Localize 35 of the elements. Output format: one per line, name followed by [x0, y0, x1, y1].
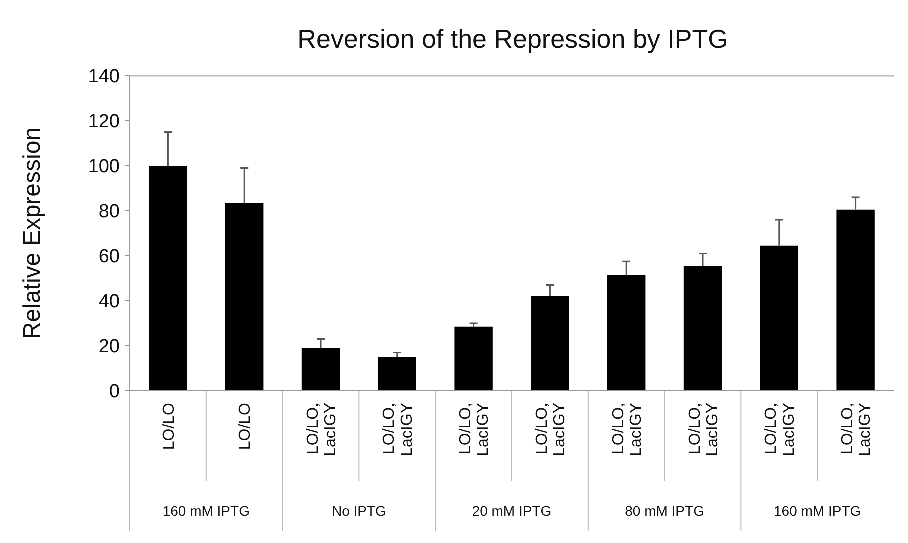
bar [684, 266, 722, 391]
x-tick-label: LO/LO, LacIGY [534, 402, 569, 456]
y-axis-title: Relative Expression [19, 127, 46, 340]
bar [302, 348, 340, 391]
text: No IPTG [332, 503, 386, 519]
text: 20 mM IPTG [472, 503, 552, 519]
chart-title: Reversion of the Repression by IPTG [298, 24, 728, 54]
y-tick-label: 80 [98, 202, 120, 223]
x-tick-label: LO/LO, LacIGY [840, 402, 874, 456]
bar [378, 357, 416, 391]
text: 160 mM IPTG [774, 503, 862, 519]
x-tick-label: LO/LO, LacIGY [763, 402, 798, 456]
text: 160 mM IPTG [162, 503, 250, 519]
y-tick-label: 40 [98, 292, 120, 313]
y-tick-label: 120 [88, 112, 120, 133]
y-tick-label: 60 [98, 246, 120, 268]
x-tick-label: LO/LO [160, 403, 178, 450]
bar [149, 166, 188, 391]
bar [226, 203, 264, 391]
x-tick-label: LO/LO, LacIGY [381, 402, 416, 456]
y-tick-label: 0 [109, 382, 120, 403]
y-tick-label: 20 [98, 336, 120, 358]
x-tick-label: LO/LO, LacIGY [304, 402, 340, 456]
x-tick-label: LO/LO, LacIGY [458, 402, 492, 456]
bar [531, 296, 570, 391]
bar [836, 210, 875, 391]
bar [454, 326, 493, 391]
bar [608, 275, 646, 391]
x-tick-label: LO/LO [237, 403, 254, 450]
bar [760, 246, 798, 391]
text: 80 mM IPTG [625, 503, 704, 519]
y-tick-label: 140 [88, 66, 120, 88]
y-tick-label: 100 [88, 156, 120, 178]
x-tick-label: LO/LO, LacIGY [686, 402, 722, 456]
x-tick-label: LO/LO, LacIGY [610, 402, 645, 456]
